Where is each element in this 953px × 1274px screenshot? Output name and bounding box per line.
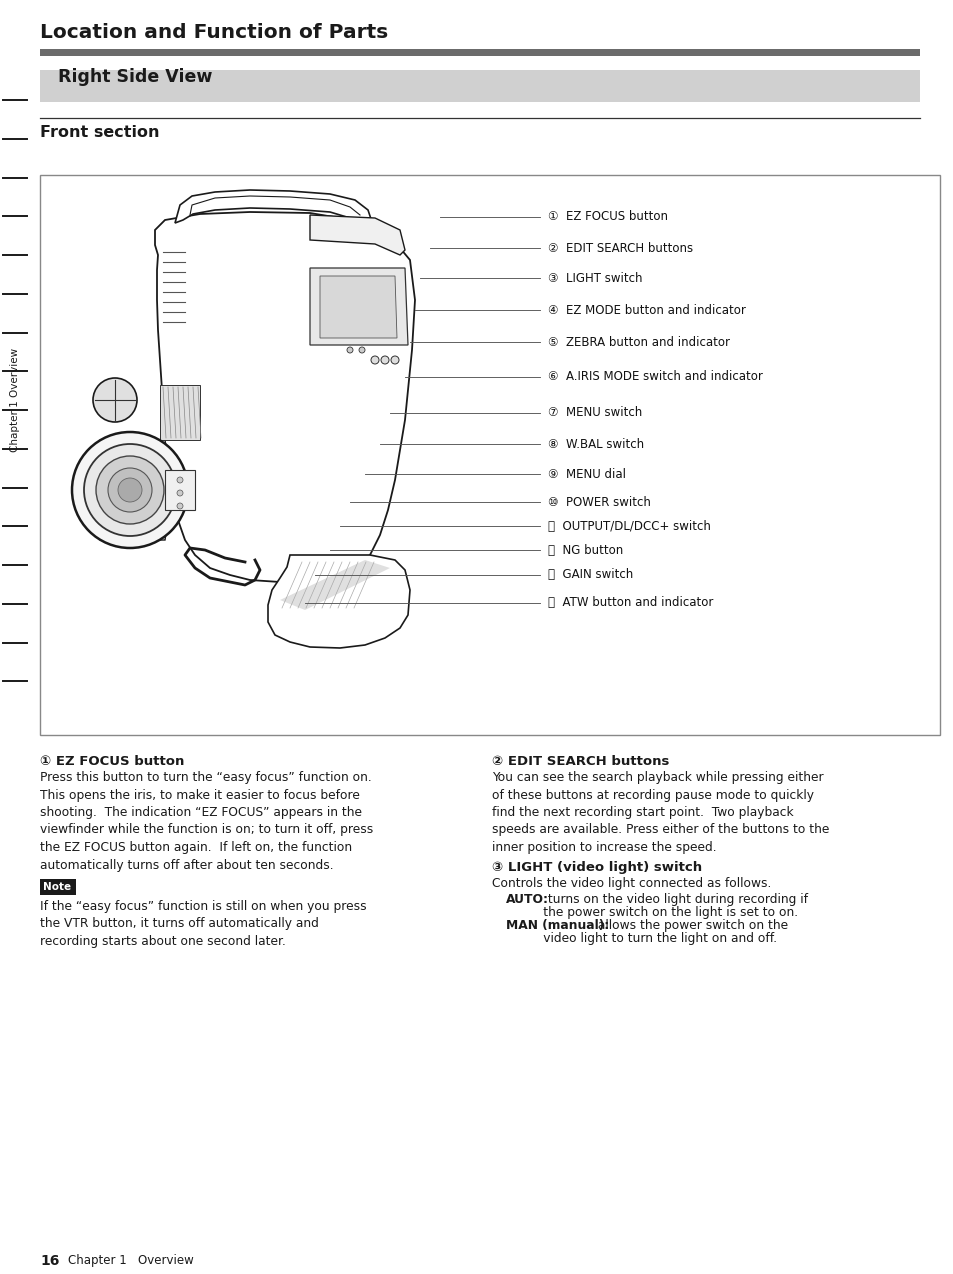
- Text: You can see the search playback while pressing either
of these buttons at record: You can see the search playback while pr…: [492, 771, 828, 854]
- Text: AUTO:: AUTO:: [505, 893, 548, 906]
- Text: Controls the video light connected as follows.: Controls the video light connected as fo…: [492, 877, 771, 891]
- Polygon shape: [174, 190, 372, 228]
- Text: ⑬  GAIN switch: ⑬ GAIN switch: [547, 568, 633, 581]
- Text: Chapter 1   Overview: Chapter 1 Overview: [68, 1254, 193, 1268]
- Text: ⑭  ATW button and indicator: ⑭ ATW button and indicator: [547, 596, 713, 609]
- Circle shape: [358, 347, 365, 353]
- Text: ① EZ FOCUS button: ① EZ FOCUS button: [40, 755, 184, 768]
- Circle shape: [371, 355, 378, 364]
- Text: ② EDIT SEARCH buttons: ② EDIT SEARCH buttons: [492, 755, 669, 768]
- Polygon shape: [268, 555, 410, 648]
- Text: allows the power switch on the: allows the power switch on the: [594, 919, 787, 933]
- Circle shape: [347, 347, 353, 353]
- Polygon shape: [310, 268, 408, 345]
- Circle shape: [380, 355, 389, 364]
- Text: ⑩  POWER switch: ⑩ POWER switch: [547, 496, 650, 508]
- Polygon shape: [165, 470, 194, 510]
- Circle shape: [177, 490, 183, 496]
- Bar: [40, 175, 939, 735]
- Text: ③ LIGHT (video light) switch: ③ LIGHT (video light) switch: [492, 861, 701, 874]
- Text: If the “easy focus” function is still on when you press
the VTR button, it turns: If the “easy focus” function is still on…: [40, 899, 366, 948]
- Text: Location and Function of Parts: Location and Function of Parts: [40, 23, 388, 42]
- Text: video light to turn the light on and off.: video light to turn the light on and off…: [519, 933, 777, 945]
- Text: ⑤  ZEBRA button and indicator: ⑤ ZEBRA button and indicator: [547, 335, 729, 349]
- Text: Chapter 1 Overview: Chapter 1 Overview: [10, 348, 20, 452]
- Circle shape: [92, 378, 137, 422]
- Circle shape: [108, 468, 152, 512]
- Text: ⑦  MENU switch: ⑦ MENU switch: [547, 406, 641, 419]
- Circle shape: [71, 432, 188, 548]
- Text: ⑫  NG button: ⑫ NG button: [547, 544, 622, 557]
- Polygon shape: [310, 215, 405, 255]
- Text: Front section: Front section: [40, 125, 159, 140]
- Bar: [40, 879, 76, 896]
- Text: Press this button to turn the “easy focus” function on.
This opens the iris, to : Press this button to turn the “easy focu…: [40, 771, 373, 871]
- Polygon shape: [100, 440, 168, 540]
- Polygon shape: [160, 385, 200, 440]
- Circle shape: [96, 456, 164, 524]
- Circle shape: [177, 476, 183, 483]
- Text: the power switch on the light is set to on.: the power switch on the light is set to …: [519, 906, 798, 919]
- Text: ⑧  W.BAL switch: ⑧ W.BAL switch: [547, 437, 643, 451]
- Circle shape: [118, 478, 142, 502]
- Circle shape: [391, 355, 398, 364]
- Text: Note: Note: [43, 882, 71, 892]
- Text: Right Side View: Right Side View: [58, 68, 213, 87]
- Bar: [40, 48, 919, 56]
- Text: ⑥  A.IRIS MODE switch and indicator: ⑥ A.IRIS MODE switch and indicator: [547, 371, 762, 383]
- Circle shape: [177, 503, 183, 510]
- Bar: [40, 70, 919, 102]
- Text: ④  EZ MODE button and indicator: ④ EZ MODE button and indicator: [547, 303, 745, 316]
- Polygon shape: [280, 561, 390, 610]
- Text: turns on the video light during recording if: turns on the video light during recordin…: [543, 893, 807, 906]
- Circle shape: [84, 445, 175, 536]
- Polygon shape: [319, 276, 396, 338]
- Text: ⑨  MENU dial: ⑨ MENU dial: [547, 468, 625, 480]
- Text: ②  EDIT SEARCH buttons: ② EDIT SEARCH buttons: [547, 242, 693, 255]
- Text: ①  EZ FOCUS button: ① EZ FOCUS button: [547, 210, 667, 223]
- Text: ⑪  OUTPUT/DL/DCC+ switch: ⑪ OUTPUT/DL/DCC+ switch: [547, 520, 710, 533]
- Text: MAN (manual):: MAN (manual):: [505, 919, 609, 933]
- Polygon shape: [154, 211, 415, 582]
- Text: ③  LIGHT switch: ③ LIGHT switch: [547, 271, 641, 284]
- Text: 16: 16: [40, 1254, 59, 1268]
